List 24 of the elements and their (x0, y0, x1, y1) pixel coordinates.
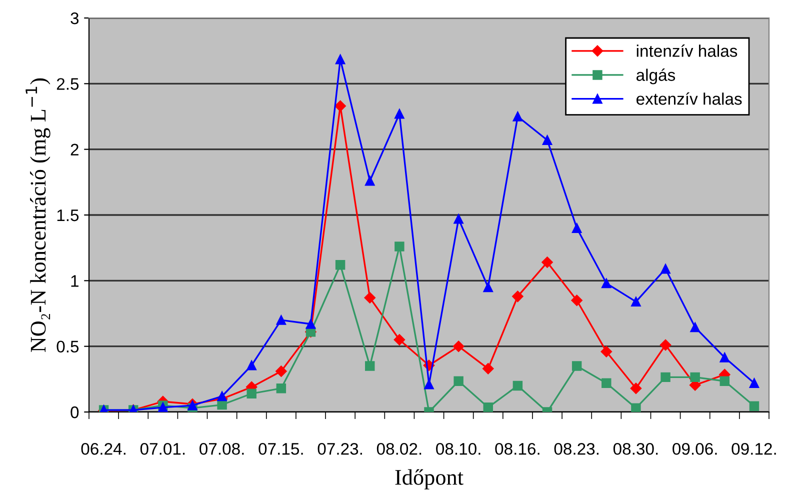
x-tick-label: 08.02. (376, 442, 422, 455)
x-tick-label: 07.15. (258, 442, 303, 455)
legend-label: intenzív halas (636, 44, 738, 57)
x-tick-label: 08.30. (613, 442, 658, 455)
y-tick-label: 1 (71, 275, 78, 287)
y-tick-label: 2.5 (56, 78, 79, 90)
y-tick-label: 2 (70, 144, 78, 156)
legend-label: extenzív halas (636, 92, 742, 105)
y-tick-label: 3 (70, 12, 79, 24)
x-tick-label: 07.01. (140, 442, 185, 455)
x-tick-label: 06.24. (81, 442, 126, 455)
y-tick-label: 0.5 (56, 340, 79, 353)
x-tick-label: 09.06. (672, 442, 717, 455)
legend-label: algás (636, 68, 676, 84)
y-tick-label: 0 (70, 406, 79, 418)
x-axis-title: Időpont (395, 469, 464, 490)
y-axis-title: NO₂-N koncentráció (mg L$^{−1}$) (26, 78, 50, 352)
x-tick-label: 08.23. (554, 442, 598, 455)
x-tick-label: 08.16. (495, 442, 540, 455)
x-tick-label: 07.23. (318, 442, 362, 455)
y-tick-label: 1.5 (57, 210, 79, 222)
x-tick-label: 09.12. (732, 442, 776, 455)
x-tick-label: 07.08. (200, 442, 244, 455)
x-tick-label: 08.10. (436, 442, 480, 455)
